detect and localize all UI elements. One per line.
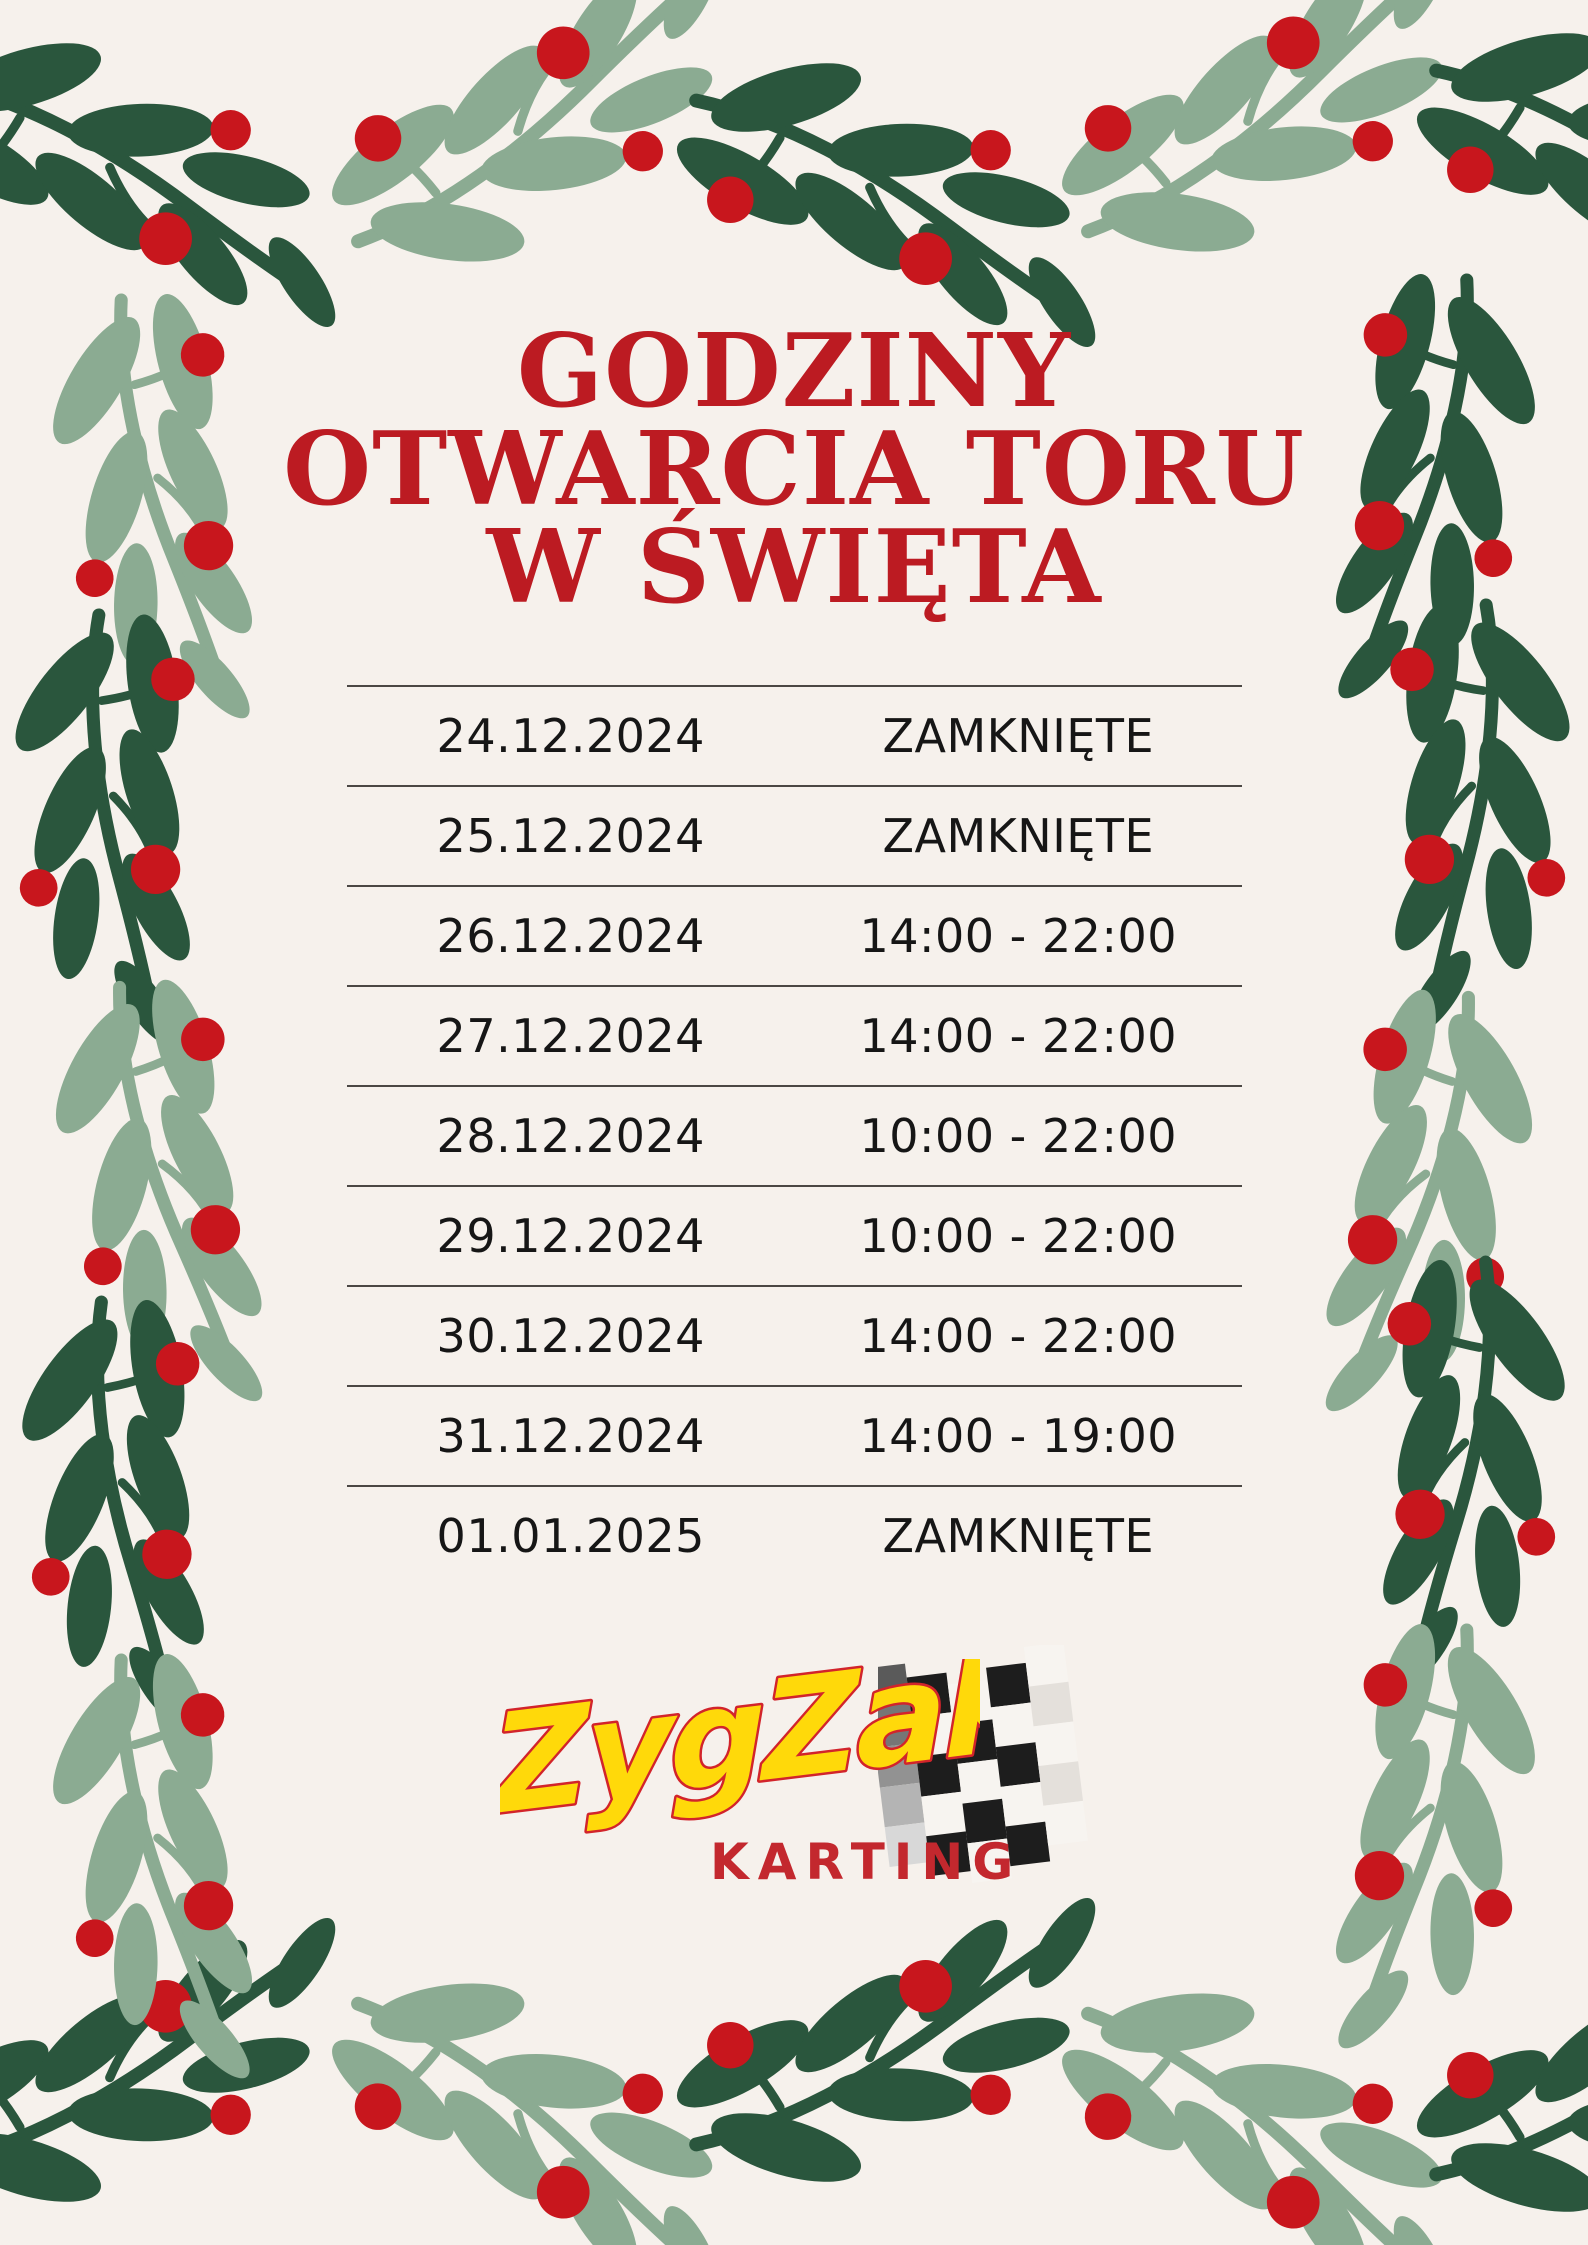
table-row: 01.01.2025 ZAMKNIĘTE [347,1485,1242,1585]
schedule-hours: 14:00 - 22:00 [859,909,1177,963]
schedule-hours: 14:00 - 22:00 [859,1309,1177,1363]
zygzak-script-logo: ZygZak [500,1659,980,1849]
table-row: 26.12.2024 14:00 - 22:00 [347,885,1242,985]
checkered-flag-icon [878,1645,1088,1884]
schedule-hours: 14:00 - 19:00 [859,1409,1177,1463]
schedule-hours: ZAMKNIĘTE [882,709,1155,763]
schedule-hours: 14:00 - 22:00 [859,1009,1177,1063]
table-row: 29.12.2024 10:00 - 22:00 [347,1185,1242,1285]
schedule-date: 27.12.2024 [436,1009,705,1063]
title-line-3: W ŚWIĘTA [486,506,1102,626]
brand-script-text: ZygZak [500,1659,980,1847]
zygzak-karting-logo: ZygZak KARTING [500,1645,1120,1905]
schedule-date: 01.01.2025 [436,1509,705,1563]
schedule-date: 30.12.2024 [436,1309,705,1363]
table-row: 25.12.2024 ZAMKNIĘTE [347,785,1242,885]
schedule-date: 26.12.2024 [436,909,705,963]
schedule-hours: 10:00 - 22:00 [859,1109,1177,1163]
table-row: 30.12.2024 14:00 - 22:00 [347,1285,1242,1385]
schedule-date: 29.12.2024 [436,1209,705,1263]
schedule-date: 28.12.2024 [436,1109,705,1163]
schedule-hours: ZAMKNIĘTE [882,809,1155,863]
title-line-2: OTWARCIA TORU [283,408,1305,528]
table-row: 31.12.2024 14:00 - 19:00 [347,1385,1242,1485]
title-line-1: GODZINY [516,311,1072,430]
page-title: GODZINY OTWARCIA TORU W ŚWIĘTA [0,311,1588,626]
brand-subtitle: KARTING [710,1833,1023,1891]
flag-checkers [906,1645,1088,1884]
schedule-hours: ZAMKNIĘTE [882,1509,1155,1563]
schedule-date: 25.12.2024 [436,809,705,863]
table-row: 28.12.2024 10:00 - 22:00 [347,1085,1242,1185]
schedule-table: 24.12.2024 ZAMKNIĘTE 25.12.2024 ZAMKNIĘT… [347,685,1242,1585]
schedule-date: 31.12.2024 [436,1409,705,1463]
flag-shaded-fold [878,1663,930,1867]
schedule-hours: 10:00 - 22:00 [859,1209,1177,1263]
table-row: 24.12.2024 ZAMKNIĘTE [347,685,1242,785]
schedule-date: 24.12.2024 [436,709,705,763]
table-row: 27.12.2024 14:00 - 22:00 [347,985,1242,1085]
